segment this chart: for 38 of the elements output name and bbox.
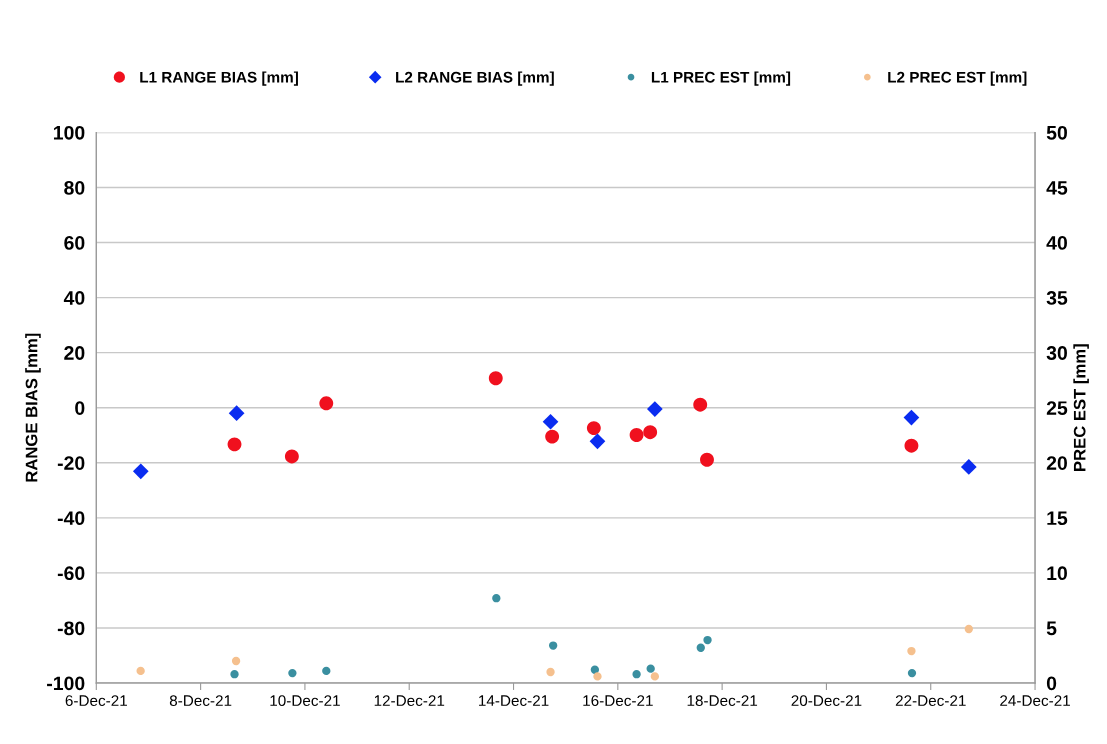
x-tick-label: 10-Dec-21 bbox=[270, 695, 340, 707]
x-tick-label: 12-Dec-21 bbox=[374, 695, 445, 707]
y-tick-label: 100 bbox=[53, 125, 85, 140]
x-tick-label: 20-Dec-21 bbox=[791, 695, 862, 707]
y-tick-label: 40 bbox=[63, 291, 85, 305]
y-tick-label: -80 bbox=[57, 621, 85, 636]
y-tick-label: -60 bbox=[57, 566, 85, 581]
x-tick-label: 16-Dec-21 bbox=[583, 695, 653, 707]
legend-label: L2 PREC EST [mm] bbox=[888, 71, 1027, 86]
x-tick-label: 22-Dec-21 bbox=[895, 695, 966, 707]
y2-tick-label: 50 bbox=[1046, 125, 1067, 140]
y-tick-label: -40 bbox=[57, 511, 85, 526]
x-tick-label: 6-Dec-21 bbox=[65, 695, 127, 707]
y-tick-label: -100 bbox=[47, 676, 85, 691]
y-tick-label: 0 bbox=[75, 401, 85, 415]
x-tick-label: 18-Dec-21 bbox=[687, 695, 758, 707]
y-tick-label: 20 bbox=[64, 346, 85, 360]
legend-label: L1 PREC EST [mm] bbox=[651, 71, 791, 86]
y-tick-label: 60 bbox=[64, 236, 85, 250]
y2-tick-label: 0 bbox=[1046, 676, 1057, 691]
x-tick-label: 24-Dec-21 bbox=[1000, 695, 1070, 707]
y-tick-label: 80 bbox=[64, 180, 85, 195]
y-tick-label: -20 bbox=[57, 456, 85, 471]
y2-tick-label: 5 bbox=[1046, 621, 1057, 636]
y2-tick-label: 15 bbox=[1047, 511, 1068, 526]
y2-tick-label: 35 bbox=[1046, 291, 1068, 305]
y2-tick-label: 20 bbox=[1046, 456, 1067, 471]
y2-tick-label: 45 bbox=[1046, 181, 1068, 195]
y2-tick-label: 25 bbox=[1046, 401, 1068, 415]
y2-tick-label: 10 bbox=[1047, 566, 1067, 581]
y-axis-title: RANGE BIAS [mm] bbox=[25, 333, 41, 482]
y2-axis-title: PREC EST [mm] bbox=[1073, 344, 1089, 471]
legend-label: L2 RANGE BIAS [mm] bbox=[396, 71, 554, 86]
y2-tick-label: 40 bbox=[1046, 236, 1067, 250]
x-tick-label: 8-Dec-21 bbox=[169, 695, 232, 707]
x-tick-label: 14-Dec-21 bbox=[479, 695, 549, 707]
legend-label: L1 RANGE BIAS [mm] bbox=[140, 71, 298, 86]
y2-tick-label: 30 bbox=[1046, 346, 1067, 360]
